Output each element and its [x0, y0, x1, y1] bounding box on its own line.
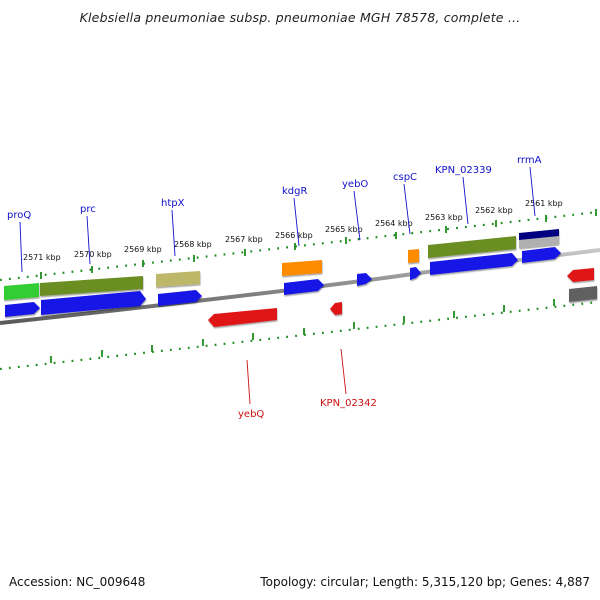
- gene-label-prc[interactable]: prc: [80, 204, 96, 215]
- gene-feature-cspC[interactable]: [408, 249, 419, 263]
- cds-arrow[interactable]: [158, 290, 202, 306]
- cds-arrow[interactable]: [522, 247, 561, 263]
- upper-tick-track: [0, 209, 599, 282]
- gene-feature-proQ[interactable]: [4, 283, 39, 300]
- gene-feature-kdgR[interactable]: [282, 260, 322, 276]
- accession-text: Accession: NC_009648: [9, 575, 146, 589]
- gene-track: [4, 229, 597, 302]
- gene-feature-right-gray: [569, 286, 597, 302]
- kbp-label: 2568 kbp: [174, 240, 212, 249]
- cds-arrow-reverse[interactable]: [208, 308, 277, 327]
- gene-feature-htpX[interactable]: [156, 271, 200, 287]
- kbp-label: 2571 kbp: [23, 253, 61, 262]
- kbp-label: 2567 kbp: [225, 235, 263, 244]
- gene-label-KPN_02339[interactable]: KPN_02339: [435, 165, 492, 176]
- kbp-label: 2564 kbp: [375, 219, 413, 228]
- gene-labels-top: [19, 166, 536, 273]
- gene-label-cspC[interactable]: cspC: [393, 172, 417, 183]
- cds-arrow[interactable]: [5, 302, 40, 317]
- cds-arrow[interactable]: [410, 267, 421, 280]
- gene-label-yebO[interactable]: yebO: [342, 179, 368, 190]
- cds-arrow[interactable]: [41, 291, 146, 315]
- cds-reverse-track: [208, 268, 594, 327]
- gene-feature-KPN_02339[interactable]: [428, 236, 516, 258]
- gene-label-proQ[interactable]: proQ: [7, 210, 31, 221]
- map-title: Klebsiella pneumoniae subsp. pneumoniae …: [79, 10, 521, 25]
- lower-tick-track: [0, 299, 599, 371]
- gene-labels-top-text: proQ prc htpX kdgR yebO cspC KPN_02339 r…: [7, 155, 542, 221]
- cds-arrow-reverse[interactable]: [330, 302, 342, 315]
- gene-label-htpX[interactable]: htpX: [161, 198, 185, 209]
- gene-feature-rrmA-lower: [519, 236, 559, 248]
- gene-label-KPN_02342[interactable]: KPN_02342: [320, 398, 377, 409]
- kbp-label: 2569 kbp: [124, 245, 162, 254]
- kbp-label: 2561 kbp: [525, 199, 563, 208]
- cds-arrow-reverse[interactable]: [567, 268, 594, 282]
- topology-text: Topology: circular; Length: 5,315,120 bp…: [260, 575, 590, 589]
- gene-label-kdgR[interactable]: kdgR: [282, 186, 307, 197]
- gene-feature-prc[interactable]: [40, 276, 143, 296]
- kbp-label: 2565 kbp: [325, 225, 363, 234]
- kbp-label: 2570 kbp: [74, 250, 112, 259]
- kbp-label: 2563 kbp: [425, 213, 463, 222]
- cds-arrow[interactable]: [284, 279, 324, 295]
- gene-label-yebQ[interactable]: yebQ: [238, 409, 264, 420]
- cds-forward-track: [5, 247, 561, 317]
- kbp-label: 2562 kbp: [475, 206, 513, 215]
- kbp-label: 2566 kbp: [275, 231, 313, 240]
- cds-arrow[interactable]: [430, 253, 518, 275]
- cds-arrow[interactable]: [357, 273, 372, 286]
- kbp-labels: 2571 kbp 2570 kbp 2569 kbp 2568 kbp 2567…: [23, 199, 563, 262]
- gene-label-rrmA[interactable]: rrmA: [517, 155, 542, 166]
- gene-labels-bottom: [246, 348, 347, 405]
